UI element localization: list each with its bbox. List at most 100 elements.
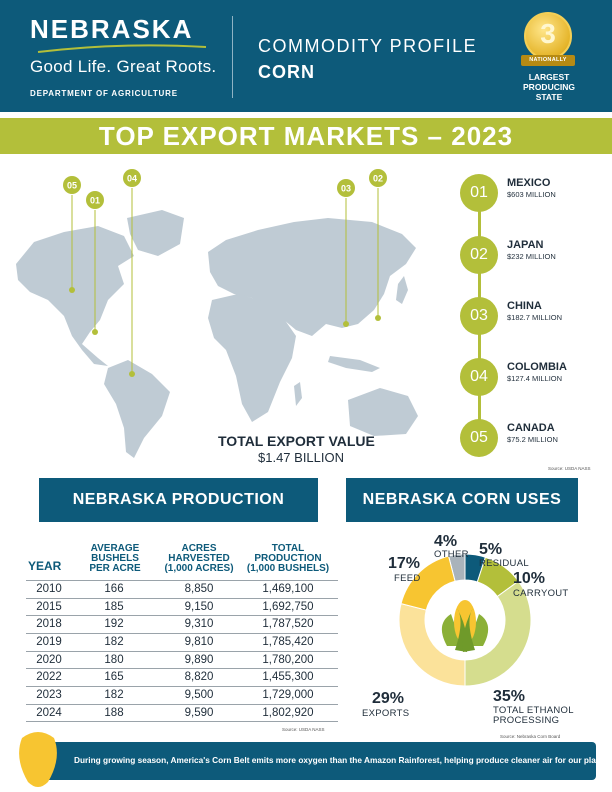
medal-caption-line: LARGEST [528,72,570,82]
header-line: TOTAL [271,543,305,554]
donut-slice-feed [400,555,456,611]
madagascar-shape [294,382,302,406]
market-name: CHINA [507,300,542,312]
cell-total: 1,455,300 [262,671,314,684]
use-pct-residual: 5% [479,541,503,558]
logo-tagline: Good Life. Great Roots. [30,57,217,76]
cell-acres: 9,500 [184,689,214,702]
section-banner: TOP EXPORT MARKETS – 2023 [0,118,612,154]
use-label-ethanol: TOTAL ETHANOL PROCESSING [493,706,574,726]
use-label-exports: EXPORTS [362,708,410,719]
pin-label: 03 [341,184,351,194]
corn-kernel-icon [19,732,57,787]
table-header: YEAR AVERAGE BUSHELS PER ACRE ACRES HARV… [26,544,338,580]
header-line: PRODUCTION [254,553,322,564]
header-line: (1,000 ACRES) [164,563,234,574]
header-bushels: AVERAGE BUSHELS PER ACRE [78,544,152,574]
medal-caption: LARGEST PRODUCING STATE [504,72,594,102]
cell-bushels: 182 [104,689,124,702]
cell-bushels: 166 [104,583,124,595]
header-line: AVERAGE [90,543,140,554]
medal-ribbon: NATIONALLY [521,55,575,66]
medal-caption-line: STATE [535,92,563,102]
header-total: TOTAL PRODUCTION (1,000 BUSHELS) [240,544,336,574]
rank-medal-icon: 3 [524,12,572,60]
banner-title: TOP EXPORT MARKETS – 2023 [98,121,514,151]
cell-acres: 9,590 [184,706,214,719]
cell-total: 1,802,920 [262,706,314,719]
logo-wordmark: NEBRASKA [30,14,194,44]
table-row: 2018 192 9,310 1,787,520 [26,615,338,633]
cell-year: 2024 [36,706,62,719]
greenland-shape [127,210,184,256]
table-row: 2024 188 9,590 1,802,920 [26,703,338,722]
cell-bushels: 165 [104,671,124,684]
pin-label: 01 [90,196,100,206]
pin-label: 04 [127,174,137,184]
use-label-carryout: CARRYOUT [513,588,569,599]
page-header: NEBRASKA Good Life. Great Roots. DEPARTM… [0,0,612,112]
table-row: 2022 165 8,820 1,455,300 [26,668,338,686]
cell-acres: 9,310 [184,618,214,631]
table-row: 2015 185 9,150 1,692,750 [26,597,338,616]
uses-title: NEBRASKA CORN USES [346,478,578,522]
cell-bushels: 185 [104,600,124,613]
cell-acres: 9,810 [184,636,214,649]
market-rank-badge: 04 [460,358,498,396]
cell-year: 2015 [36,600,62,613]
market-item: 02 JAPAN $232 MILLION [460,236,610,276]
market-pins: 05 01 04 03 02 [63,169,387,377]
cell-year: 2023 [36,689,62,702]
pin-label: 02 [373,174,383,184]
market-value: $603 MILLION [507,190,556,199]
commodity-name: CORN [258,62,315,82]
use-label-residual: RESIDUAL [479,558,529,569]
donut-slice-total-ethanol-processing [464,580,532,687]
market-value: $182.7 MILLION [507,313,563,322]
cell-year: 2018 [36,618,62,631]
cell-acres: 9,150 [184,600,214,613]
market-item: 05 CANADA $75.2 MILLION [460,419,610,459]
north-america-shape [16,226,134,366]
cell-bushels: 188 [104,706,124,719]
cell-bushels: 182 [104,636,124,649]
use-pct-ethanol: 35% [493,688,526,705]
cell-total: 1,785,420 [262,636,314,649]
production-title: NEBRASKA PRODUCTION [39,478,318,522]
department-name: DEPARTMENT OF AGRICULTURE [30,89,178,98]
table-body: 2010 166 8,850 1,469,100 2015 185 9,150 1,692,7… [26,580,338,722]
cell-acres: 9,890 [184,653,214,666]
cell-total: 1,780,200 [262,653,314,666]
world-map: 05 01 04 03 02 [16,169,418,458]
market-item: 04 COLOMBIA $127.4 MILLION [460,358,610,398]
header-line: PER ACRE [89,563,141,574]
market-item: 03 CHINA $182.7 MILLION [460,297,610,337]
header-line: (1,000 BUSHELS) [246,563,330,574]
header-acres: ACRES HARVESTED (1,000 ACRES) [156,544,242,574]
cell-total: 1,692,750 [262,600,314,613]
medal-rank: 3 [540,18,556,49]
eurasia-shape [208,218,416,336]
profile-label: COMMODITY PROFILE [258,36,478,56]
africa-shape [208,294,296,422]
table-row: 2019 182 9,810 1,785,420 [26,633,338,651]
market-name: JAPAN [507,239,544,251]
indonesia-shape [328,356,380,372]
use-pct-other: 4% [434,533,458,550]
south-america-shape [104,360,170,458]
total-export-value: $1.47 BILLION [258,450,344,465]
continents [16,210,418,458]
use-label-other: OTHER [434,549,469,560]
header-year: YEAR [28,559,62,573]
total-export-label: TOTAL EXPORT VALUE [218,433,375,449]
market-item: 01 MEXICO $603 MILLION [460,174,610,214]
market-rank-badge: 03 [460,297,498,335]
use-pct-feed: 17% [388,555,421,572]
cell-year: 2019 [36,636,62,649]
cell-year: 2022 [36,671,62,684]
use-label-line: TOTAL ETHANOL [493,705,574,716]
market-name: CANADA [507,422,555,434]
header-divider [232,16,233,98]
use-pct-exports: 29% [372,690,405,707]
use-label-feed: FEED [394,573,421,584]
